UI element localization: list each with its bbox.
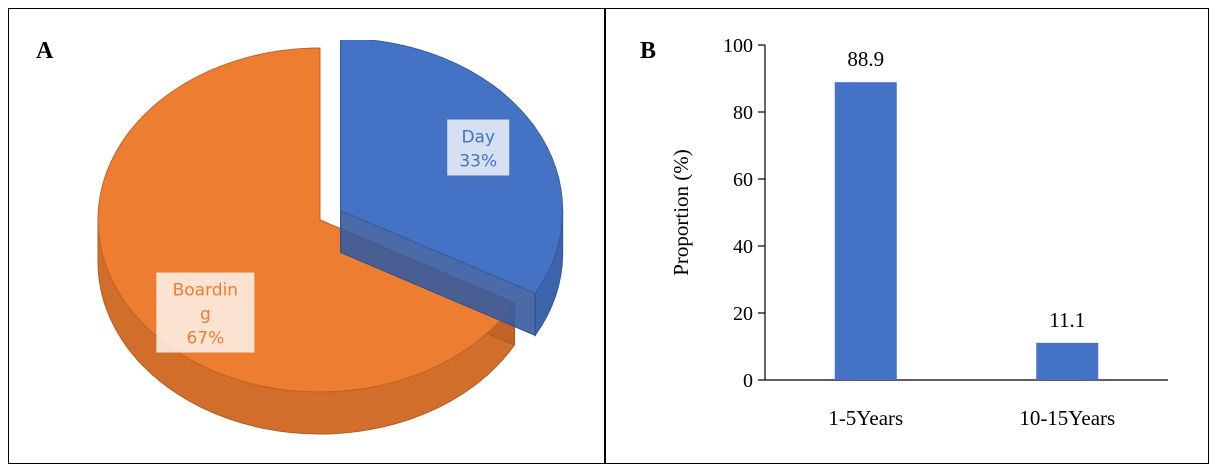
pie-label-1-0: Boardin [173, 281, 238, 301]
panel-divider [604, 8, 606, 464]
y-tick-label: 100 [723, 35, 753, 57]
pie-label-box-0 [447, 119, 510, 176]
y-tick-label: 80 [733, 102, 753, 124]
bar-10-15Years [1036, 342, 1099, 380]
pie-chart: Boardin g 67% Day 33% [97, 40, 564, 435]
y-tick-label: 0 [743, 370, 753, 392]
x-tick-label: 10-15Years [1019, 406, 1115, 430]
panel-b-label: B [640, 38, 657, 64]
pie-label-1-2: 67% [186, 329, 224, 349]
pie-label-1-1: g [200, 305, 211, 325]
y-tick-label: 60 [733, 169, 753, 191]
bar-1-5Years [834, 82, 897, 380]
panel-a-label: A [36, 38, 54, 64]
pie-label-box-1 [156, 272, 255, 353]
pie-label-0-0: Day [461, 128, 495, 148]
x-tick-label: 1-5Years [828, 406, 903, 430]
bar-value-label: 11.1 [1049, 308, 1085, 332]
y-axis-title: Proportion (%) [669, 149, 693, 276]
bar-chart: 0 20 40 60 80 100 Proportion (%) 88.9 1-5Years 11… [669, 35, 1168, 430]
y-tick-label: 40 [733, 236, 753, 258]
y-tick-label: 20 [733, 303, 753, 325]
bar-value-label: 88.9 [847, 47, 884, 71]
pie-label-0-1: 33% [459, 152, 497, 172]
